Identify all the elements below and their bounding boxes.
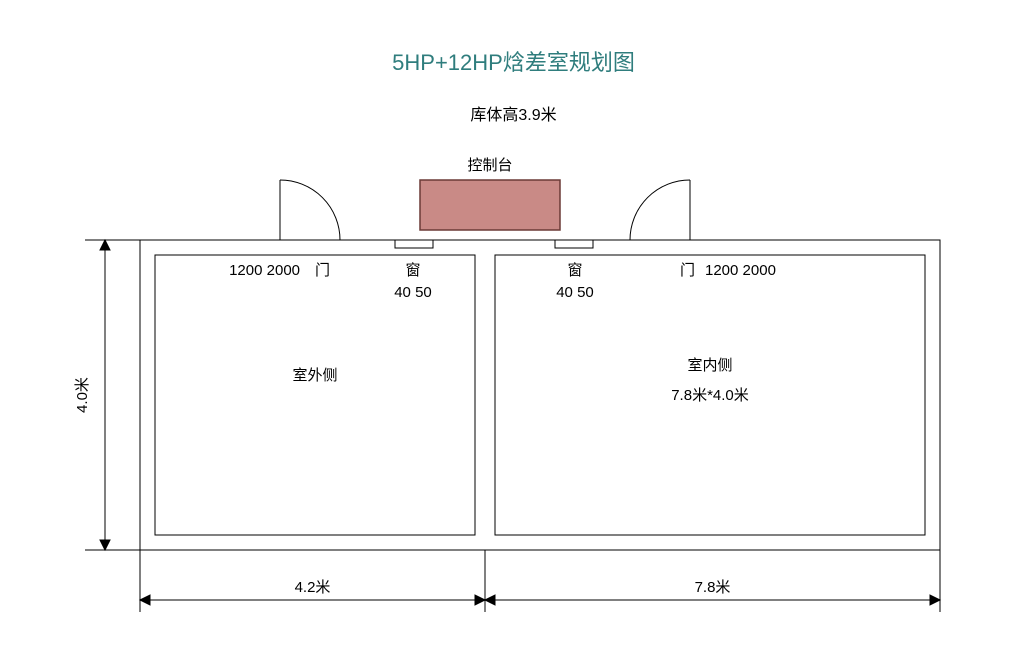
door-right-size: 1200 2000 [705, 262, 776, 279]
door-right-label: 门 [680, 262, 695, 279]
room-right-dim: 7.8米*4.0米 [671, 387, 749, 404]
window-right-size: 40 50 [556, 284, 594, 301]
window-right [555, 240, 593, 248]
diagram-subtitle: 库体高3.9米 [470, 106, 556, 124]
dim-height-label: 4.0米 [74, 377, 91, 413]
room-right-name: 室内侧 [687, 357, 732, 374]
door-left-label: 门 [315, 262, 330, 279]
console-box [420, 180, 560, 230]
dim-right-label: 7.8米 [695, 579, 731, 596]
dim-left-label: 4.2米 [295, 579, 331, 596]
window-left [395, 240, 433, 248]
diagram-title: 5HP+12HP焓差室规划图 [392, 50, 635, 75]
window-right-label: 窗 [567, 261, 582, 279]
outer-wall [140, 240, 940, 550]
door-left-arc [280, 180, 340, 240]
window-left-label: 窗 [405, 261, 420, 279]
room-left-name: 室外侧 [292, 367, 337, 384]
door-left-size: 1200 2000 [229, 262, 300, 279]
door-right-arc [630, 180, 690, 240]
console-label: 控制台 [467, 157, 512, 174]
window-left-size: 40 50 [394, 284, 432, 301]
